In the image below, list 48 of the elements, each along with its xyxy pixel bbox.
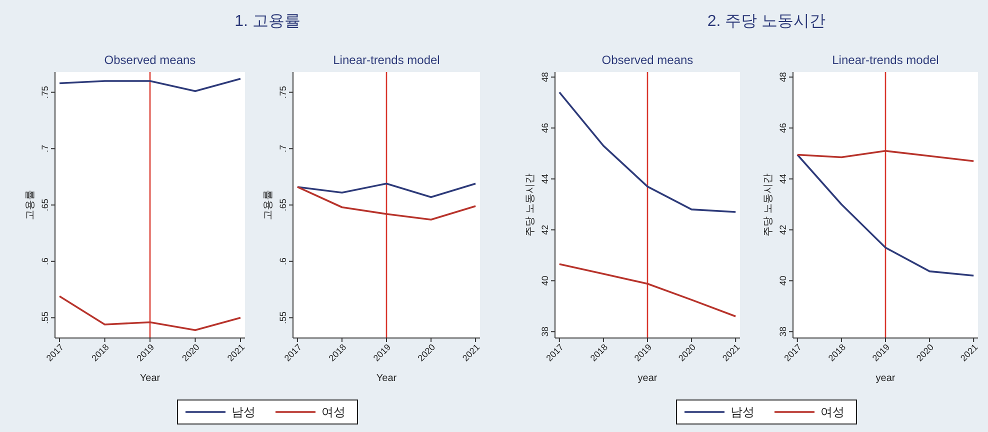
y-tick-label: 46 — [778, 122, 788, 134]
y-axis-title: 고용률 — [25, 190, 36, 220]
line-series — [58, 78, 242, 92]
line-series — [296, 186, 476, 221]
y-tick-label: .7 — [278, 144, 288, 152]
legend-label: 여성 — [322, 405, 346, 419]
y-tick-label: .65 — [40, 198, 50, 212]
legend-label: 남성 — [232, 405, 256, 419]
chart-title: 2. 주당 노동시간 — [707, 13, 826, 30]
x-axis-title: year — [638, 373, 658, 384]
line-series — [796, 150, 974, 162]
legend-label: 여성 — [820, 405, 844, 419]
line-series — [558, 91, 736, 213]
y-axis-title: 고용률 — [263, 190, 274, 220]
chart-subtitle: Observed means — [104, 53, 196, 67]
y-tick-label: 44 — [778, 174, 788, 184]
y-tick-label: .75 — [278, 86, 288, 99]
y-tick-label: .7 — [40, 144, 50, 152]
chart-subtitle: Linear-trends model — [832, 53, 939, 67]
y-axis-title: 주당 노동시간 — [763, 174, 774, 236]
y-tick-label: .55 — [40, 311, 50, 324]
y-tick-label: .6 — [40, 258, 50, 266]
line-series — [558, 263, 736, 318]
y-tick-label: 46 — [540, 122, 550, 134]
line-series — [296, 182, 476, 198]
y-tick-label: 40 — [540, 276, 550, 286]
legend-label: 남성 — [730, 405, 754, 419]
y-axis-title: 주당 노동시간 — [525, 174, 536, 236]
line-series — [796, 154, 974, 277]
y-tick-label: 38 — [778, 326, 788, 337]
x-axis-title: Year — [376, 373, 398, 384]
y-tick-label: .75 — [40, 86, 50, 99]
y-tick-label: .6 — [278, 258, 288, 266]
chart-subtitle: Linear-trends model — [333, 53, 440, 67]
chart-title: 1. 고용률 — [234, 13, 300, 30]
y-tick-label: .65 — [278, 198, 288, 212]
y-tick-label: 40 — [778, 276, 788, 286]
y-tick-label: 48 — [778, 72, 788, 82]
x-axis-title: year — [876, 373, 896, 384]
x-axis-title: Year — [140, 373, 161, 384]
chart-subtitle: Observed means — [602, 53, 694, 67]
y-tick-label: 42 — [540, 224, 550, 235]
y-tick-label: 44 — [540, 174, 550, 184]
y-tick-label: 38 — [540, 326, 550, 337]
y-tick-label: 42 — [778, 224, 788, 235]
y-tick-label: 48 — [540, 72, 550, 82]
y-tick-label: .55 — [278, 311, 288, 324]
line-series — [58, 295, 242, 332]
